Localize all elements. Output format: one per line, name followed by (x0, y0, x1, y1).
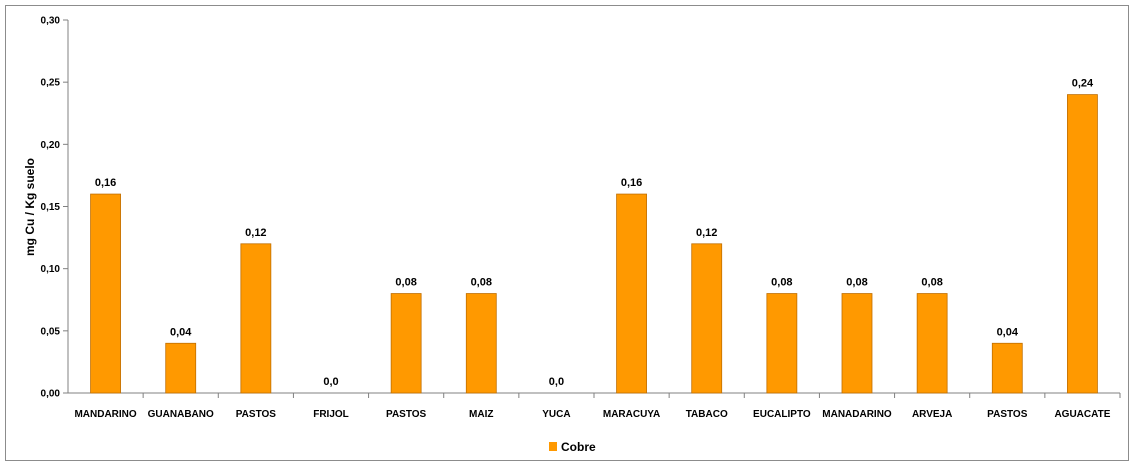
y-ticks: 0,00 0,05 0,10 0,15 0,20 0,25 0,30 (41, 16, 68, 400)
data-label: 0,16 (95, 177, 116, 189)
category-label: TABACO (686, 409, 728, 420)
data-label: 0,04 (170, 326, 192, 338)
data-label: 0,08 (771, 277, 792, 289)
category-label: FRIJOL (313, 409, 349, 420)
category-label: EUCALIPTO (753, 409, 811, 420)
data-label: 0,12 (245, 227, 266, 239)
y-tick-label: 0,30 (41, 16, 61, 27)
category-label: GUANABANO (148, 409, 214, 420)
data-label: 0,08 (471, 277, 492, 289)
data-label: 0,04 (997, 326, 1019, 338)
legend-swatch (549, 442, 557, 451)
bar (841, 293, 873, 394)
data-labels: 0,16 0,04 0,12 0,0 0,08 0,08 0,0 0,16 0,12 0,08 0,… (95, 78, 1094, 388)
data-label: 0,08 (846, 277, 867, 289)
bar (390, 293, 422, 394)
bar (165, 342, 197, 394)
axes (67, 20, 1121, 398)
data-label: 0,24 (1072, 78, 1094, 90)
category-label: MANDARINO (74, 409, 136, 420)
data-label: 0,0 (549, 376, 564, 388)
bar (691, 243, 723, 394)
y-tick-label: 0,05 (41, 326, 61, 337)
bar (240, 243, 272, 394)
bar (1067, 94, 1098, 394)
category-label: PASTOS (987, 409, 1028, 420)
bar (616, 193, 647, 394)
data-label: 0,0 (323, 376, 338, 388)
legend-label: Cobre (561, 440, 596, 454)
category-label: MAIZ (469, 409, 493, 420)
bar (991, 342, 1023, 394)
category-label: PASTOS (236, 409, 277, 420)
data-label: 0,08 (395, 277, 416, 289)
y-tick-label: 0,20 (41, 140, 61, 151)
category-labels: MANDARINO GUANABANO PASTOS FRIJOL PASTOS MAIZ… (74, 409, 1110, 420)
category-label: ARVEJA (912, 409, 952, 420)
data-label: 0,08 (921, 277, 942, 289)
bar (766, 293, 798, 394)
bar (465, 293, 497, 394)
category-label: AGUACATE (1054, 409, 1110, 420)
legend: Cobre (549, 440, 596, 454)
bars (90, 94, 1098, 394)
category-label: MARACUYA (603, 409, 660, 420)
data-label: 0,16 (621, 177, 642, 189)
bar (916, 293, 948, 394)
y-axis-label: mg Cu / Kg suelo (23, 158, 37, 256)
y-tick-label: 0,25 (41, 78, 61, 89)
bar (90, 193, 121, 394)
y-tick-label: 0,15 (41, 202, 61, 213)
category-label: YUCA (542, 409, 570, 420)
y-tick-label: 0,10 (41, 264, 61, 275)
category-label: MANADARINO (822, 409, 892, 420)
data-label: 0,12 (696, 227, 717, 239)
y-tick-label: 0,00 (41, 389, 61, 400)
category-label: PASTOS (386, 409, 427, 420)
